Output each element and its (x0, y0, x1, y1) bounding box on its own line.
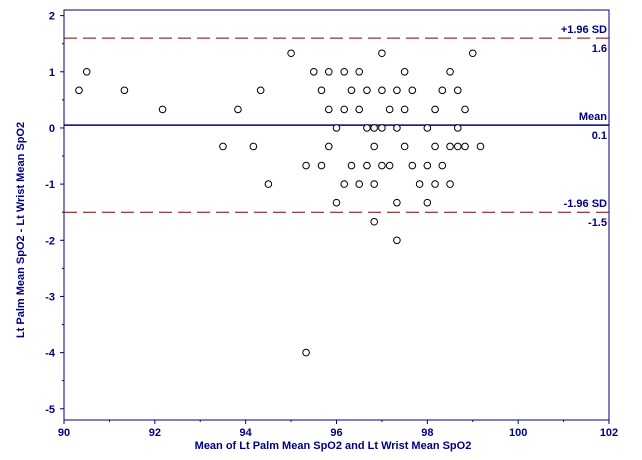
data-point (370, 142, 378, 151)
y-tick-label: -3 (45, 291, 55, 303)
data-point (476, 142, 485, 151)
data-point (256, 86, 265, 95)
data-point (385, 105, 394, 114)
data-point (355, 180, 364, 188)
data-point (453, 86, 462, 95)
data-point (400, 67, 409, 76)
data-point (324, 105, 333, 114)
data-point (378, 86, 386, 95)
data-point (355, 105, 364, 114)
y-tick-label: -5 (45, 404, 55, 416)
data-point (332, 124, 341, 132)
reference-line-label: +1.96 SD (561, 24, 607, 36)
x-tick-label: 100 (509, 427, 527, 439)
data-point (120, 86, 129, 95)
data-point (408, 86, 417, 95)
x-tick-label: 96 (330, 427, 342, 439)
x-tick-label: 90 (58, 427, 70, 439)
data-point (385, 161, 394, 170)
data-point (393, 236, 401, 245)
data-point (461, 142, 469, 151)
data-point (400, 105, 409, 114)
y-tick-label: 2 (49, 11, 55, 23)
data-point (264, 180, 273, 188)
data-point (317, 86, 326, 95)
data-point (340, 67, 349, 76)
reference-line-label: -1.96 SD (564, 198, 607, 210)
data-point (453, 124, 462, 132)
data-point (415, 180, 424, 188)
data-point (461, 105, 469, 114)
data-point (234, 105, 242, 114)
y-axis-title: Lt Palm Mean SpO2 - Lt Wrist Mean SpO2 (15, 122, 27, 338)
data-point (302, 348, 310, 357)
data-point (363, 86, 371, 95)
x-tick-label: 92 (149, 427, 161, 439)
data-point (453, 142, 462, 151)
data-point (249, 142, 258, 151)
data-point (446, 67, 454, 76)
reference-line-value: -1.5 (588, 217, 607, 229)
reference-line-label: Mean (579, 111, 607, 123)
data-point (302, 161, 310, 170)
data-point (340, 105, 349, 114)
data-point (347, 86, 356, 95)
y-tick-label: -4 (45, 348, 56, 360)
data-point (378, 124, 386, 132)
data-point (363, 124, 371, 132)
reference-line-value: 0.1 (592, 130, 607, 142)
data-point (393, 124, 401, 132)
data-point (431, 105, 439, 114)
y-tick-label: -2 (45, 235, 55, 247)
y-tick-label: 0 (49, 123, 55, 135)
data-point (317, 161, 326, 170)
x-axis-title: Mean of Lt Palm Mean SpO2 and Lt Wrist M… (195, 440, 472, 452)
data-point (438, 161, 447, 170)
data-point (393, 198, 401, 207)
data-point (355, 67, 364, 76)
data-point (423, 198, 432, 207)
data-point (332, 198, 341, 207)
data-point (431, 142, 439, 151)
plot-frame (63, 9, 610, 421)
data-point (340, 180, 349, 188)
x-tick-label: 94 (240, 427, 253, 439)
data-point (468, 49, 477, 58)
data-point (431, 180, 439, 188)
data-point (347, 161, 356, 170)
data-point (400, 142, 409, 151)
data-point (393, 86, 401, 95)
data-point (324, 67, 333, 76)
x-tick-label: 102 (600, 427, 618, 439)
data-point (370, 180, 378, 188)
y-tick-label: 1 (49, 67, 55, 79)
data-point (219, 142, 227, 151)
data-point (378, 161, 386, 170)
data-point (324, 142, 333, 151)
data-point (370, 217, 378, 226)
x-tick-label: 98 (421, 427, 433, 439)
data-point (370, 124, 378, 132)
data-point (158, 105, 167, 114)
data-point (423, 161, 432, 170)
data-point (446, 142, 454, 151)
data-point (378, 49, 386, 58)
data-point (363, 161, 371, 170)
data-point (423, 124, 432, 132)
data-point (82, 67, 91, 76)
data-point (408, 161, 417, 170)
data-point (446, 180, 454, 188)
data-point (438, 86, 447, 95)
data-point (309, 67, 318, 76)
data-point (75, 86, 83, 95)
data-point (287, 49, 295, 58)
y-tick-label: -1 (45, 179, 55, 191)
reference-line-value: 1.6 (592, 43, 607, 55)
plot-area: 2 1 0 -1 -2 -3 -4 -590 92 94 96 98 100 102 +1.96 SD 1.6… (45, 9, 618, 439)
